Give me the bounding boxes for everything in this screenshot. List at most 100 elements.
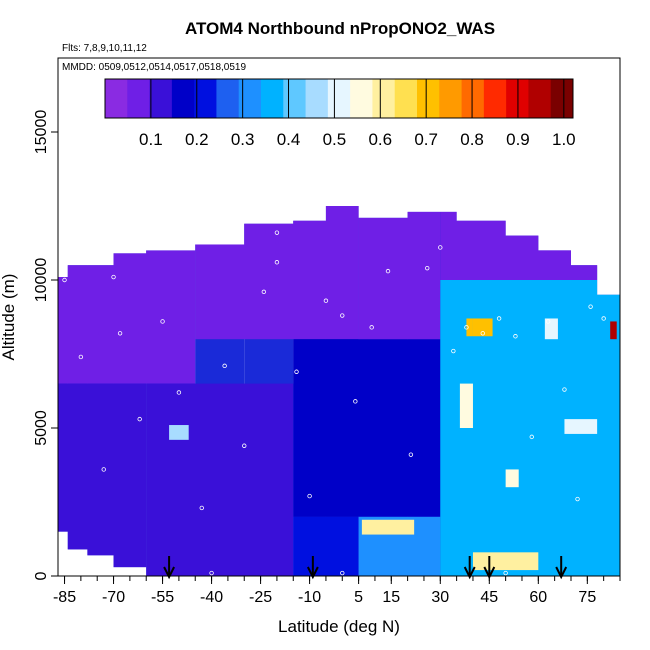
y-tick-label-3: 15000 xyxy=(33,110,50,155)
x-tick-label-7: 15 xyxy=(382,589,400,606)
region-cell-6 xyxy=(440,206,620,280)
track-point-30 xyxy=(575,496,580,502)
y-tick-label-1: 5000 xyxy=(33,410,50,446)
colorbar-segment-20 xyxy=(550,79,574,118)
track-point-5 xyxy=(160,319,165,324)
colorbar-tick-label-0: 0.1 xyxy=(139,130,163,149)
colorbar-segment-4 xyxy=(194,79,217,118)
colorbar-segment-11 xyxy=(350,79,373,118)
track-point-12 xyxy=(294,369,299,374)
x-tick-label-5: -10 xyxy=(298,589,321,606)
track-point-13 xyxy=(307,493,312,499)
track-point-10 xyxy=(261,289,267,295)
region-cell-3 xyxy=(195,206,359,340)
colorbar-segment-14 xyxy=(417,79,440,118)
colorbar-tick-label-3: 0.4 xyxy=(277,130,301,149)
track-point-36 xyxy=(209,570,214,576)
colorbar-segment-16 xyxy=(461,79,485,118)
region-cell-1 xyxy=(58,383,147,576)
colorbar-segment-10 xyxy=(327,79,351,118)
y-tick-label-0: 0 xyxy=(33,571,50,580)
colorbar-tick-label-5: 0.6 xyxy=(368,130,392,149)
x-tick-label-4: -25 xyxy=(249,589,272,606)
track-point-38 xyxy=(503,570,508,576)
colorbar-segment-6 xyxy=(238,79,262,118)
x-axis-label: Latitude (deg N) xyxy=(278,617,400,636)
x-tick-label-6: 5 xyxy=(354,589,363,606)
lat-arrow-2 xyxy=(463,556,476,580)
track-point-11 xyxy=(274,260,280,265)
track-point-4 xyxy=(137,416,142,422)
colorbar-segment-1 xyxy=(127,79,151,118)
colorbar-segment-15 xyxy=(439,79,463,118)
track-point-37 xyxy=(340,570,345,576)
y-axis: 0 5000 10000 15000 xyxy=(33,110,58,580)
track-point-9 xyxy=(242,443,247,448)
colorbar-segment-8 xyxy=(283,79,307,118)
track-point-1 xyxy=(78,354,84,360)
track-point-19 xyxy=(408,452,414,457)
region-cell-18 xyxy=(544,318,558,340)
colorbar-tick-label-6: 0.7 xyxy=(414,130,438,149)
x-tick-label-3: -40 xyxy=(200,589,223,606)
track-point-18 xyxy=(385,268,391,274)
flights-subtitle: Flts: 7,8,9,10,11,12 xyxy=(62,43,147,54)
region-cell-2 xyxy=(146,383,294,576)
region-cell-16 xyxy=(564,419,598,434)
track-point-3 xyxy=(117,331,123,336)
track-point-32 xyxy=(601,316,606,321)
lat-arrow-head-2 xyxy=(463,566,476,580)
x-tick-label-9: 45 xyxy=(480,589,498,606)
track-point-23 xyxy=(464,325,469,330)
region-cell-19 xyxy=(610,321,617,340)
track-point-34 xyxy=(274,230,280,235)
region-cell-10 xyxy=(459,383,473,428)
region-cell-5 xyxy=(358,206,441,340)
colorbar-tick-label-1: 0.2 xyxy=(185,130,209,149)
colorbar-tick-label-4: 0.5 xyxy=(323,130,347,149)
colorbar-tick-label-8: 0.9 xyxy=(506,130,530,149)
colorbar-tick-label-2: 0.3 xyxy=(231,130,255,149)
lat-arrow-head-1 xyxy=(306,566,319,580)
region-cell-4 xyxy=(293,339,441,517)
colorbar-segment-5 xyxy=(216,79,240,118)
track-point-14 xyxy=(323,298,329,303)
track-point-0 xyxy=(62,277,67,283)
lat-arrow-head-4 xyxy=(555,566,568,580)
x-axis: -85 -70 -55 -40 -25 -10 5 15 30 45 60 75 xyxy=(53,576,621,606)
track-point-33 xyxy=(111,274,116,280)
flight-track-points xyxy=(62,197,606,576)
track-point-7 xyxy=(199,505,204,511)
colorbar-segment-13 xyxy=(394,79,418,118)
track-point-6 xyxy=(176,390,182,395)
region-cell-15 xyxy=(472,552,539,571)
x-tick-label-0: -85 xyxy=(53,589,76,606)
region-cell-14 xyxy=(361,519,415,535)
track-point-28 xyxy=(545,319,551,324)
track-point-29 xyxy=(562,387,567,392)
colorbar-tick-label-7: 0.8 xyxy=(460,130,484,149)
lat-arrow-4 xyxy=(555,556,568,580)
plot-frame xyxy=(57,57,621,577)
x-tick-label-11: 75 xyxy=(578,589,596,606)
region-cell-13 xyxy=(505,469,519,488)
track-point-8 xyxy=(222,363,227,369)
colorbar-segment-7 xyxy=(261,79,284,118)
colorbar-segment-19 xyxy=(528,79,552,118)
track-point-15 xyxy=(340,313,345,318)
track-point-22 xyxy=(451,348,456,354)
data-regions xyxy=(58,206,620,576)
x-tick-label-8: 30 xyxy=(431,589,449,606)
track-point-16 xyxy=(353,399,358,404)
lat-arrow-0 xyxy=(163,556,175,580)
region-cell-11 xyxy=(466,318,473,337)
region-cell-12 xyxy=(472,318,493,337)
colorbar-segment-0 xyxy=(105,79,128,118)
region-cell-0 xyxy=(58,250,196,384)
y-axis-label: Altitude (m) xyxy=(0,274,18,361)
chart-title: ATOM4 Northbound nPropONO2_WAS xyxy=(185,19,495,38)
colorbar-segment-12 xyxy=(372,79,396,118)
lat-arrow-head-0 xyxy=(163,566,175,580)
track-point-24 xyxy=(480,331,485,336)
